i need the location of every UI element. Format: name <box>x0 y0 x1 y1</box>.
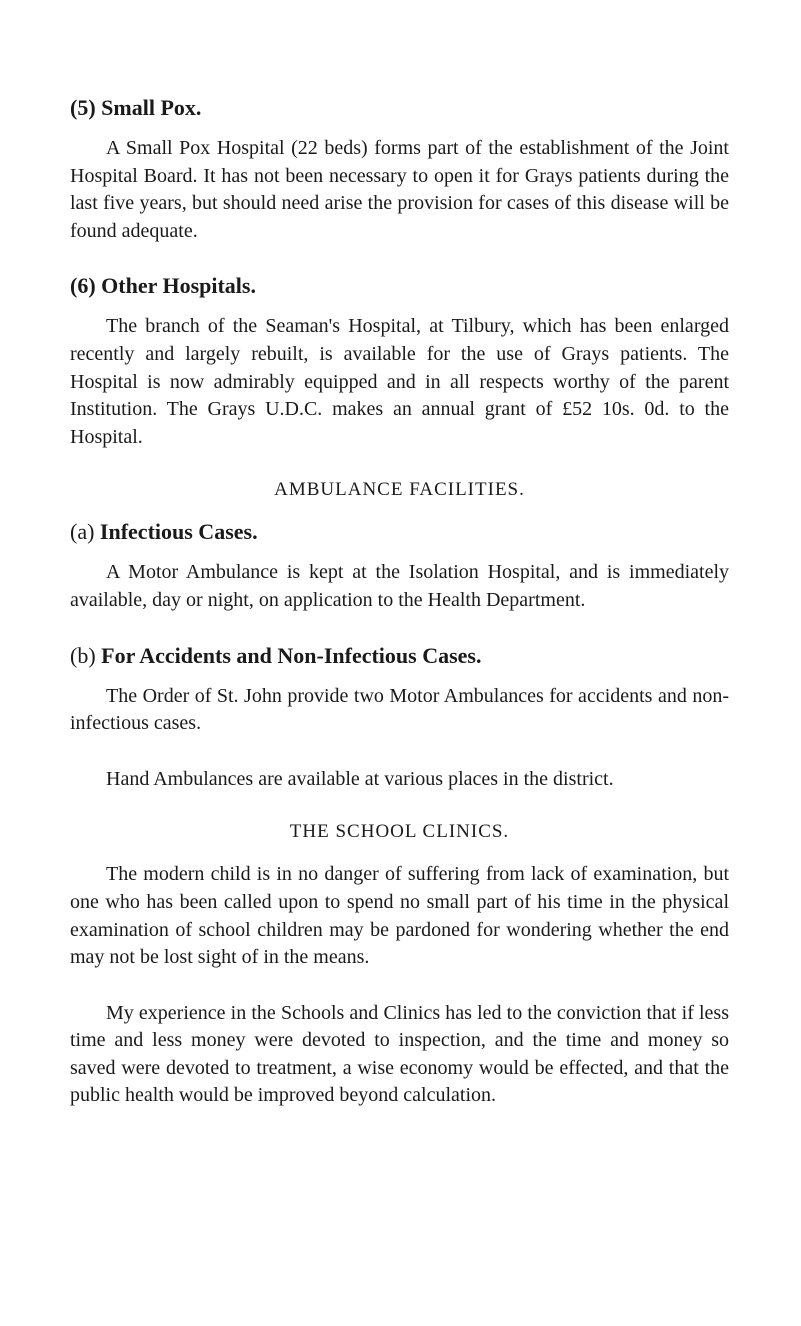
subsection-a: (a) Infectious Cases. A Motor Ambulance … <box>70 519 729 614</box>
ambulance-title: AMBULANCE FACILITIES. <box>70 479 729 501</box>
section-6: (6) Other Hospitals. The branch of the S… <box>70 273 729 451</box>
school-clinics-title: THE SCHOOL CLINICS. <box>70 821 729 843</box>
subsection-a-heading: (a) Infectious Cases. <box>70 519 729 545</box>
subsection-b-paragraph-2: Hand Ambulances are available at various… <box>70 766 729 794</box>
section-5-paragraph: A Small Pox Hospital (22 beds) forms par… <box>70 135 729 245</box>
section-5-heading: (5) Small Pox. <box>70 95 729 121</box>
section-6-paragraph: The branch of the Seaman's Hospital, at … <box>70 313 729 451</box>
section-6-number: (6) <box>70 273 96 298</box>
school-paragraph-2: My experience in the Schools and Clinics… <box>70 1000 729 1110</box>
subsection-b-heading: (b) For Accidents and Non-Infectious Cas… <box>70 643 729 669</box>
subsection-b-label: (b) <box>70 643 96 668</box>
subsection-a-title: Infectious Cases. <box>100 519 258 544</box>
section-5-number: (5) <box>70 95 96 120</box>
subsection-b-title: For Accidents and Non-Infectious Cases. <box>101 643 481 668</box>
school-paragraph-1: The modern child is in no danger of suff… <box>70 861 729 971</box>
subsection-b-paragraph-1: The Order of St. John provide two Motor … <box>70 683 729 738</box>
section-5: (5) Small Pox. A Small Pox Hospital (22 … <box>70 95 729 245</box>
subsection-a-label: (a) <box>70 519 94 544</box>
subsection-a-paragraph: A Motor Ambulance is kept at the Isolati… <box>70 559 729 614</box>
section-5-title: Small Pox. <box>101 95 201 120</box>
section-6-heading: (6) Other Hospitals. <box>70 273 729 299</box>
section-6-title: Other Hospitals. <box>101 273 256 298</box>
subsection-b: (b) For Accidents and Non-Infectious Cas… <box>70 643 729 794</box>
